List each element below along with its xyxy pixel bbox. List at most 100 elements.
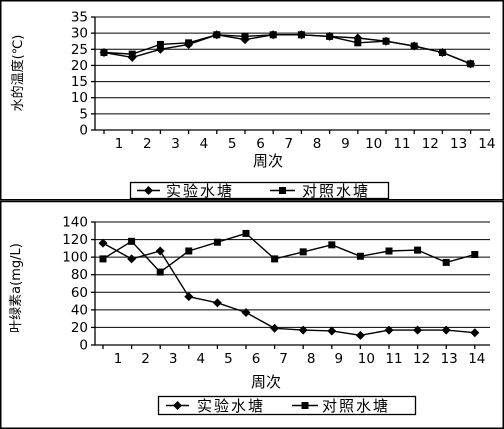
x-tick-label: 4 <box>197 351 206 367</box>
data-point-experiment-pond <box>355 330 365 340</box>
legend-box <box>129 181 390 200</box>
x-tick-label: 8 <box>307 351 316 367</box>
data-point-experiment-pond <box>241 307 251 317</box>
data-point-control-pond <box>128 237 136 245</box>
x-tick-label: 10 <box>358 351 375 367</box>
series-line-control-pond <box>102 232 475 273</box>
data-point-control-pond <box>356 252 364 260</box>
data-point-experiment-pond <box>155 246 165 256</box>
data-point-control-pond <box>128 50 136 58</box>
x-tick-label: 3 <box>171 136 180 152</box>
data-point-control-pond <box>213 31 221 39</box>
y-tick-label: 5 <box>79 106 88 122</box>
data-point-experiment-pond <box>327 326 337 336</box>
y-axis-title: 叶绿素a(mg/L) <box>9 243 24 333</box>
x-tick-label: 11 <box>385 351 402 367</box>
data-point-control-pond <box>99 255 107 263</box>
y-tick-label: 140 <box>62 215 88 231</box>
series-line-experiment-pond <box>102 242 475 336</box>
data-point-experiment-pond <box>441 325 451 335</box>
data-point-control-pond <box>297 31 305 39</box>
data-point-control-pond <box>185 247 193 255</box>
data-point-control-pond <box>382 37 390 45</box>
data-point-experiment-pond <box>270 323 280 333</box>
temperature-chart-panel <box>0 0 504 201</box>
data-point-experiment-pond <box>470 328 480 338</box>
legend-label-experiment-pond: 实验水塘 <box>166 182 234 200</box>
x-tick-label: 14 <box>468 351 485 367</box>
data-point-experiment-pond <box>127 254 137 264</box>
x-tick-label: 2 <box>143 136 152 152</box>
x-tick-label: 2 <box>141 351 150 367</box>
data-point-experiment-pond <box>298 325 308 335</box>
data-point-control-pond <box>156 268 164 276</box>
data-point-experiment-pond <box>212 298 222 308</box>
x-tick-label: 6 <box>256 136 265 152</box>
x-axis-title: 周次 <box>253 152 283 170</box>
y-tick-label: 0 <box>79 338 88 354</box>
x-tick-label: 10 <box>365 136 382 152</box>
legend-diamond-marker <box>173 401 182 410</box>
x-tick-label: 3 <box>169 351 178 367</box>
legend-label-control-pond: 对照水塘 <box>322 397 390 415</box>
legend-label-experiment-pond: 实验水塘 <box>197 397 265 415</box>
data-point-control-pond <box>242 229 250 237</box>
x-tick-label: 14 <box>478 136 495 152</box>
y-axis-title: 水的温度(℃) <box>10 35 26 112</box>
legend: 实验水塘 对照水塘 <box>157 395 417 416</box>
y-tick-label: 120 <box>62 232 88 248</box>
data-point-control-pond <box>442 258 450 266</box>
x-tick-label: 7 <box>279 351 288 367</box>
x-tick-label: 13 <box>441 351 458 367</box>
legend-square-marker <box>279 187 286 194</box>
x-tick-label: 9 <box>341 136 350 152</box>
x-tick-label: 1 <box>115 136 124 152</box>
y-tick-label: 10 <box>71 90 88 106</box>
x-tick-label: 7 <box>285 136 294 152</box>
legend-label-control-pond: 对照水塘 <box>302 182 370 200</box>
data-point-control-pond <box>471 251 479 259</box>
data-point-control-pond <box>414 246 422 254</box>
data-point-control-pond <box>410 42 418 50</box>
x-tick-label: 1 <box>114 351 123 367</box>
x-tick-label: 9 <box>335 351 344 367</box>
data-point-experiment-pond <box>384 325 394 335</box>
y-tick-label: 60 <box>71 285 88 301</box>
y-tick-label: 80 <box>71 267 88 283</box>
legend-box <box>157 395 417 416</box>
legend: 实验水塘 对照水塘 <box>129 181 390 200</box>
data-point-control-pond <box>385 247 393 255</box>
x-tick-label: 4 <box>200 136 209 152</box>
chlorophyll-chart-panel <box>0 200 504 429</box>
data-point-control-pond <box>326 32 334 40</box>
y-tick-label: 30 <box>71 26 88 42</box>
data-point-control-pond <box>156 40 164 48</box>
y-tick-label: 25 <box>71 42 88 58</box>
data-point-control-pond <box>269 31 277 39</box>
data-point-control-pond <box>438 49 446 57</box>
y-tick-label: 35 <box>71 10 88 26</box>
legend-square-marker <box>301 402 309 409</box>
y-tick-label: 40 <box>71 302 88 318</box>
x-tick-label: 12 <box>422 136 439 152</box>
data-point-experiment-pond <box>98 238 108 248</box>
data-point-control-pond <box>213 238 221 246</box>
series-line-control-pond <box>103 34 471 65</box>
data-point-control-pond <box>299 248 307 256</box>
data-point-experiment-pond <box>184 292 194 302</box>
data-point-control-pond <box>185 39 193 47</box>
x-axis-title: 周次 <box>251 373 281 391</box>
y-tick-label: 20 <box>71 320 88 336</box>
y-tick-label: 15 <box>71 74 88 90</box>
x-tick-label: 13 <box>450 136 467 152</box>
data-point-control-pond <box>354 39 362 47</box>
data-point-control-pond <box>467 60 475 68</box>
x-tick-label: 6 <box>252 351 261 367</box>
data-point-experiment-pond <box>413 325 423 335</box>
x-tick-label: 5 <box>228 136 237 152</box>
y-tick-label: 20 <box>71 58 88 74</box>
data-point-control-pond <box>271 255 279 263</box>
